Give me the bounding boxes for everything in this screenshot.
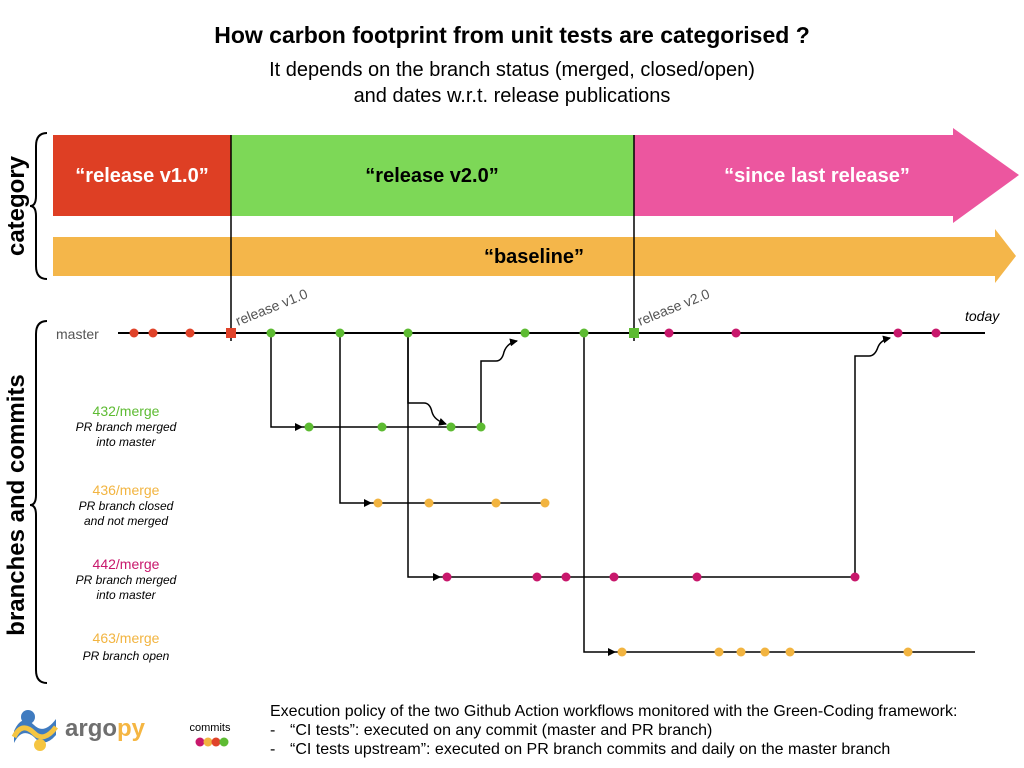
commit-dot xyxy=(129,328,139,338)
master-label: master xyxy=(56,326,99,342)
branch-442-commits xyxy=(442,572,860,582)
commit-dot xyxy=(903,647,913,657)
category-since-last-label: “since last release” xyxy=(724,165,910,187)
branch-463-lines xyxy=(583,333,975,656)
branch-432-lines xyxy=(270,333,518,431)
category-baseline-label: “baseline” xyxy=(484,246,584,268)
commit-dot xyxy=(442,572,452,582)
commit-dot xyxy=(403,328,413,338)
argopy-logo-text: argopy xyxy=(65,715,146,742)
commit-dot xyxy=(520,328,530,338)
branch-436-desc1: PR branch closed xyxy=(79,499,174,513)
subtitle-line-1: It depends on the branch status (merged,… xyxy=(269,59,755,81)
commit-dot xyxy=(893,328,903,338)
commit-dot xyxy=(424,498,434,508)
policy-intro: Execution policy of the two Github Actio… xyxy=(270,703,958,720)
commit-dot xyxy=(692,572,702,582)
commit-dot xyxy=(785,647,795,657)
commit-dot xyxy=(760,647,770,657)
category-side-label: category xyxy=(3,155,30,256)
commit-dot xyxy=(850,572,860,582)
commit-dot xyxy=(561,572,571,582)
release-v1-marker xyxy=(226,328,236,338)
commit-dot xyxy=(664,328,674,338)
commit-dot xyxy=(731,328,741,338)
subtitle-line-2: and dates w.r.t. release publications xyxy=(353,85,671,107)
commit-dot xyxy=(491,498,501,508)
branch-432-commits xyxy=(304,422,486,432)
branch-442-lines xyxy=(407,333,891,581)
commit-dot xyxy=(609,572,619,582)
master-commits xyxy=(129,328,941,338)
commit-dot xyxy=(540,498,550,508)
release-v1-label: release v1.0 xyxy=(233,285,310,328)
policy-item-ci-tests-upstream: “CI tests upstream”: executed on PR bran… xyxy=(270,740,957,759)
commit-dot xyxy=(219,737,229,747)
commit-dot xyxy=(579,328,589,338)
release-v2-label: release v2.0 xyxy=(635,285,712,328)
commit-dot xyxy=(335,328,345,338)
branch-436-name: 436/merge xyxy=(93,482,160,498)
category-release-v2-band xyxy=(231,135,634,216)
commit-dot xyxy=(203,737,213,747)
commit-dot xyxy=(377,422,387,432)
today-label: today xyxy=(965,308,1000,324)
branch-432-desc2: into master xyxy=(96,435,156,449)
commit-dot xyxy=(266,328,276,338)
branch-442-desc1: PR branch merged xyxy=(76,573,177,587)
branches-side-label: branches and commits xyxy=(3,374,30,635)
branch-463-name: 463/merge xyxy=(93,630,160,646)
commit-dot xyxy=(373,498,383,508)
branch-436-desc2: and not merged xyxy=(84,514,168,528)
branch-432-name: 432/merge xyxy=(93,403,160,419)
execution-policy: Execution policy of the two Github Actio… xyxy=(270,702,957,759)
commit-dot xyxy=(211,737,221,747)
release-v2-marker xyxy=(629,328,639,338)
page-title: How carbon footprint from unit tests are… xyxy=(214,22,810,48)
policy-item-ci-tests: “CI tests”: executed on any commit (mast… xyxy=(270,721,957,740)
commit-dot xyxy=(195,737,205,747)
category-release-v1-band xyxy=(53,135,231,216)
commit-dot xyxy=(532,572,542,582)
commit-dot xyxy=(736,647,746,657)
branch-442-desc2: into master xyxy=(96,588,156,602)
policy-list: “CI tests”: executed on any commit (mast… xyxy=(270,721,957,759)
branch-463-desc1: PR branch open xyxy=(83,649,170,663)
legend-commit-dots xyxy=(195,737,229,747)
branch-436-lines xyxy=(339,333,545,507)
category-since-last-arrow xyxy=(634,128,1019,223)
commit-dot xyxy=(304,422,314,432)
category-baseline-arrow xyxy=(53,229,1016,283)
branch-463-commits xyxy=(617,647,913,657)
commit-dot xyxy=(185,328,195,338)
commit-dot xyxy=(714,647,724,657)
branch-432-desc1: PR branch merged xyxy=(76,420,177,434)
commit-dot xyxy=(476,422,486,432)
branch-436-commits xyxy=(373,498,550,508)
category-release-v1-label: “release v1.0” xyxy=(75,165,208,187)
commit-dot xyxy=(148,328,158,338)
category-release-v2-label: “release v2.0” xyxy=(365,165,498,187)
argopy-logo: argopy xyxy=(10,705,145,755)
commit-dot xyxy=(617,647,627,657)
branches-bracket xyxy=(29,320,48,684)
category-bracket xyxy=(29,132,48,280)
commit-dot xyxy=(931,328,941,338)
python-logo-icon xyxy=(11,710,58,751)
branch-442-name: 442/merge xyxy=(93,556,160,572)
legend-commits-label: commits xyxy=(190,722,231,734)
commit-dot xyxy=(446,422,456,432)
